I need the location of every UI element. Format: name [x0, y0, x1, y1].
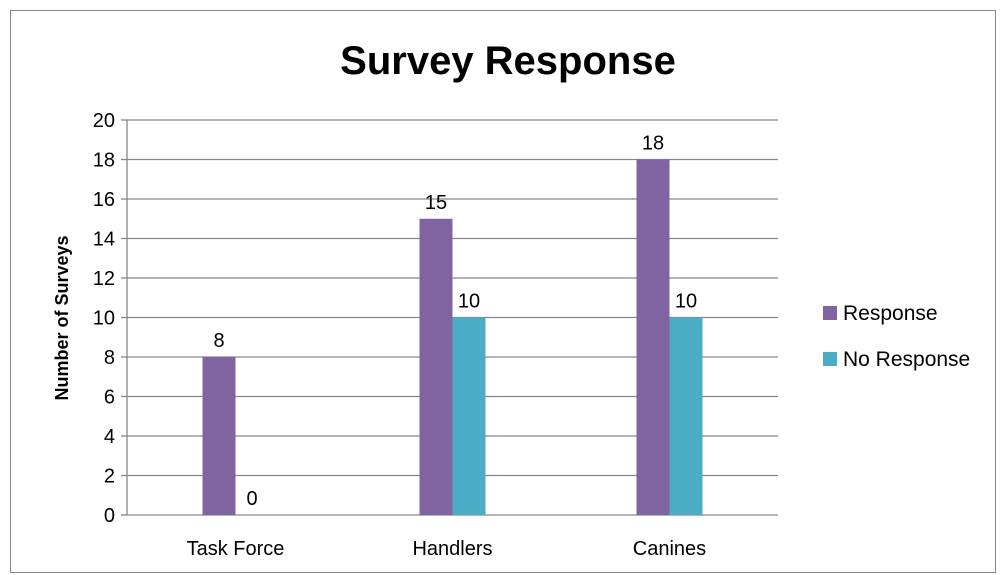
chart-frame	[10, 10, 996, 573]
chart-title: Survey Response	[340, 39, 676, 83]
legend: Response No Response	[823, 302, 970, 371]
legend-entry: Response	[843, 302, 938, 325]
x-category-label: Canines	[633, 538, 706, 560]
data-label: 18	[642, 133, 664, 155]
bars	[202, 159, 703, 515]
bar-response	[202, 357, 236, 515]
y-tick-label: 6	[104, 387, 115, 409]
y-tick-label: 10	[93, 308, 115, 330]
legend-swatch	[823, 306, 837, 320]
bar-no-response	[452, 317, 486, 515]
y-tick-label: 0	[104, 505, 115, 527]
y-tick-label: 16	[93, 189, 115, 211]
y-tick-label: 8	[104, 347, 115, 369]
x-category-labels: Task Force Handlers Canines	[187, 538, 707, 560]
data-label: 10	[675, 291, 697, 313]
legend-entry: No Response	[843, 348, 970, 371]
y-tick-label: 2	[104, 466, 115, 488]
legend-swatch	[823, 352, 837, 366]
bar-response	[419, 218, 453, 515]
y-tick-label: 18	[93, 150, 115, 172]
data-label: 15	[425, 192, 447, 214]
x-category-label: Task Force	[187, 538, 285, 560]
y-tick-label: 14	[93, 229, 115, 251]
bar-no-response	[669, 317, 703, 515]
y-tick-label: 4	[104, 426, 115, 448]
data-label: 10	[458, 291, 480, 313]
y-tick-labels: 0 2 4 6 8 10 12 14 16 18 20	[93, 110, 115, 527]
bar-response	[636, 159, 670, 515]
data-label: 8	[213, 330, 224, 352]
y-tick-label: 12	[93, 268, 115, 290]
y-tick-label: 20	[93, 110, 115, 132]
x-category-label: Handlers	[412, 538, 492, 560]
data-label: 0	[246, 488, 257, 510]
data-labels: 8 0 15 10 18 10	[213, 133, 697, 511]
y-axis-label: Number of Surveys	[52, 235, 72, 400]
